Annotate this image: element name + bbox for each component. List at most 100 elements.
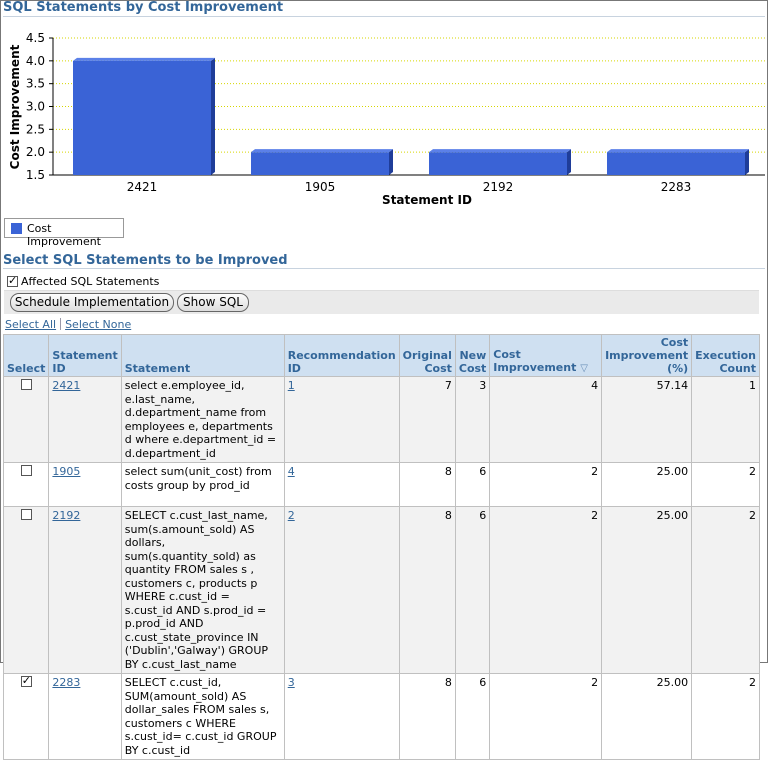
bar-top [607,149,749,153]
recommendation-id-cell: 3 [283,673,400,760]
statement-id-cell: 2192 [48,506,122,674]
select-section-title: Select SQL Statements to be Improved [3,253,288,268]
bar-top [429,149,571,153]
cost-improvement-value: 2 [489,506,603,674]
cost-improvement-pct-value: 57.14 [601,376,693,463]
y-axis-title: Cost Improvement [8,44,22,169]
statement-id-cell: 2421 [48,376,122,463]
bar-side [745,149,749,175]
recommendation-id-link[interactable]: 3 [287,676,295,689]
row-select-cell [2,462,50,507]
execution-count-value: 1 [691,376,760,463]
y-tick-label: 4.0 [26,54,45,68]
execution-count-value: 2 [691,673,760,760]
bar-side [389,149,393,175]
statement-id-cell: 1905 [48,462,122,507]
cost-improvement-value: 2 [489,673,603,760]
selection-links: Select All Select None [5,318,131,331]
recommendation-id-link[interactable]: 1 [287,379,295,392]
row-select-cell [2,506,50,674]
row-select-checkbox[interactable] [20,379,32,390]
original-cost-value: 8 [398,462,456,507]
recommendation-id-link[interactable]: 4 [287,465,295,478]
y-tick-label: 4.5 [26,31,45,45]
bar-side [567,149,571,175]
chart-legend: Cost Improvement [4,218,124,248]
execution-count-value: 2 [691,462,760,507]
col-header-recommendation-id: Recommendation ID [283,334,400,377]
row-select-checkbox[interactable] [20,674,32,688]
sql-statements-table: Select Statement ID Statement Recommenda… [2,334,760,760]
row-select-cell [2,376,50,463]
cost-improvement-pct-value: 25.00 [601,506,693,674]
bar [73,60,211,176]
new-cost-value: 3 [454,376,491,463]
cost-improvement-value: 2 [489,462,603,507]
y-tick-label: 2.5 [26,122,45,136]
y-tick-label: 3.5 [26,77,45,91]
statement-id-cell: 2283 [48,673,122,760]
table-row[interactable]: 2421 select e.employee_id, e.last_name, d… [2,376,760,463]
col-header-original-cost: Original Cost [398,334,456,377]
col-header-execution-count: Execution Count [691,334,760,377]
chart-section-title: SQL Statements by Cost Improvement [3,0,284,15]
affected-sql-label: Affected SQL Statements [21,275,160,288]
schedule-implementation-button[interactable]: Schedule Implementation [10,293,174,312]
sort-descending-icon: ▽ [580,363,588,374]
table-toolbar: Schedule Implementation Show SQL [4,290,759,314]
row-select-checkbox[interactable] [20,509,32,520]
col-header-select: Select [2,334,50,377]
recommendation-id-cell: 1 [283,376,400,463]
col-header-cost-improvement[interactable]: Cost Improvement ▽ [489,334,603,377]
statement-text: select e.employee_id, e.last_name, d.dep… [120,376,285,463]
cost-improvement-header-label: Cost Improvement [493,348,577,374]
recommendation-id-cell: 2 [283,506,400,674]
col-header-cost-improvement-pct: Cost Improvement (%) [601,334,693,377]
bar-top [73,57,215,61]
statement-id-link[interactable]: 2421 [52,379,81,392]
original-cost-value: 8 [398,673,456,760]
col-header-statement: Statement [120,334,285,377]
select-none-link[interactable]: Select None [65,318,132,331]
new-cost-value: 6 [454,506,491,674]
table-row[interactable]: 2192 SELECT c.cust_last_name, sum(s.amoun… [2,506,760,674]
table-row[interactable]: 1905 select sum(unit_cost) from costs gro… [2,462,760,507]
col-header-new-cost: New Cost [454,334,491,377]
y-tick-label: 3.0 [26,100,45,114]
x-axis-title: Statement ID [382,193,472,207]
statement-id-link[interactable]: 2283 [52,676,81,689]
select-all-link[interactable]: Select All [5,318,57,331]
x-tick-label: 2192 [483,180,514,194]
legend-swatch [11,223,22,234]
new-cost-value: 6 [454,673,491,760]
new-cost-value: 6 [454,462,491,507]
table-header-row: Select Statement ID Statement Recommenda… [2,334,760,377]
section-divider [3,268,765,269]
bar-side [211,57,215,176]
bar [429,152,567,175]
link-separator [60,318,62,330]
row-select-checkbox[interactable] [20,465,32,476]
x-tick-label: 2283 [661,180,692,194]
statement-text: select sum(unit_cost) from costs group b… [120,462,285,507]
x-tick-label: 1905 [305,180,336,194]
section-divider [3,16,765,17]
row-select-cell [2,673,50,760]
statement-id-link[interactable]: 2192 [52,509,81,522]
legend-label: Cost Improvement [27,222,101,248]
y-tick-label: 1.5 [26,168,45,182]
x-tick-label: 2421 [127,180,158,194]
cost-improvement-chart: 1.5 2.0 2.5 3.0 3.5 4.0 4.5 2421 1905 2192 2283 Sta… [8,31,765,207]
statement-id-link[interactable]: 1905 [52,465,81,478]
bar-top [251,149,393,153]
original-cost-value: 7 [398,376,456,463]
original-cost-value: 8 [398,506,456,674]
cost-improvement-value: 4 [489,376,603,463]
bar [607,152,745,175]
recommendation-id-link[interactable]: 2 [287,509,295,522]
affected-sql-checkbox[interactable] [7,274,18,287]
affected-sql-option[interactable]: Affected SQL Statements [7,274,160,288]
show-sql-button[interactable]: Show SQL [177,293,249,312]
col-header-statement-id: Statement ID [48,334,122,377]
